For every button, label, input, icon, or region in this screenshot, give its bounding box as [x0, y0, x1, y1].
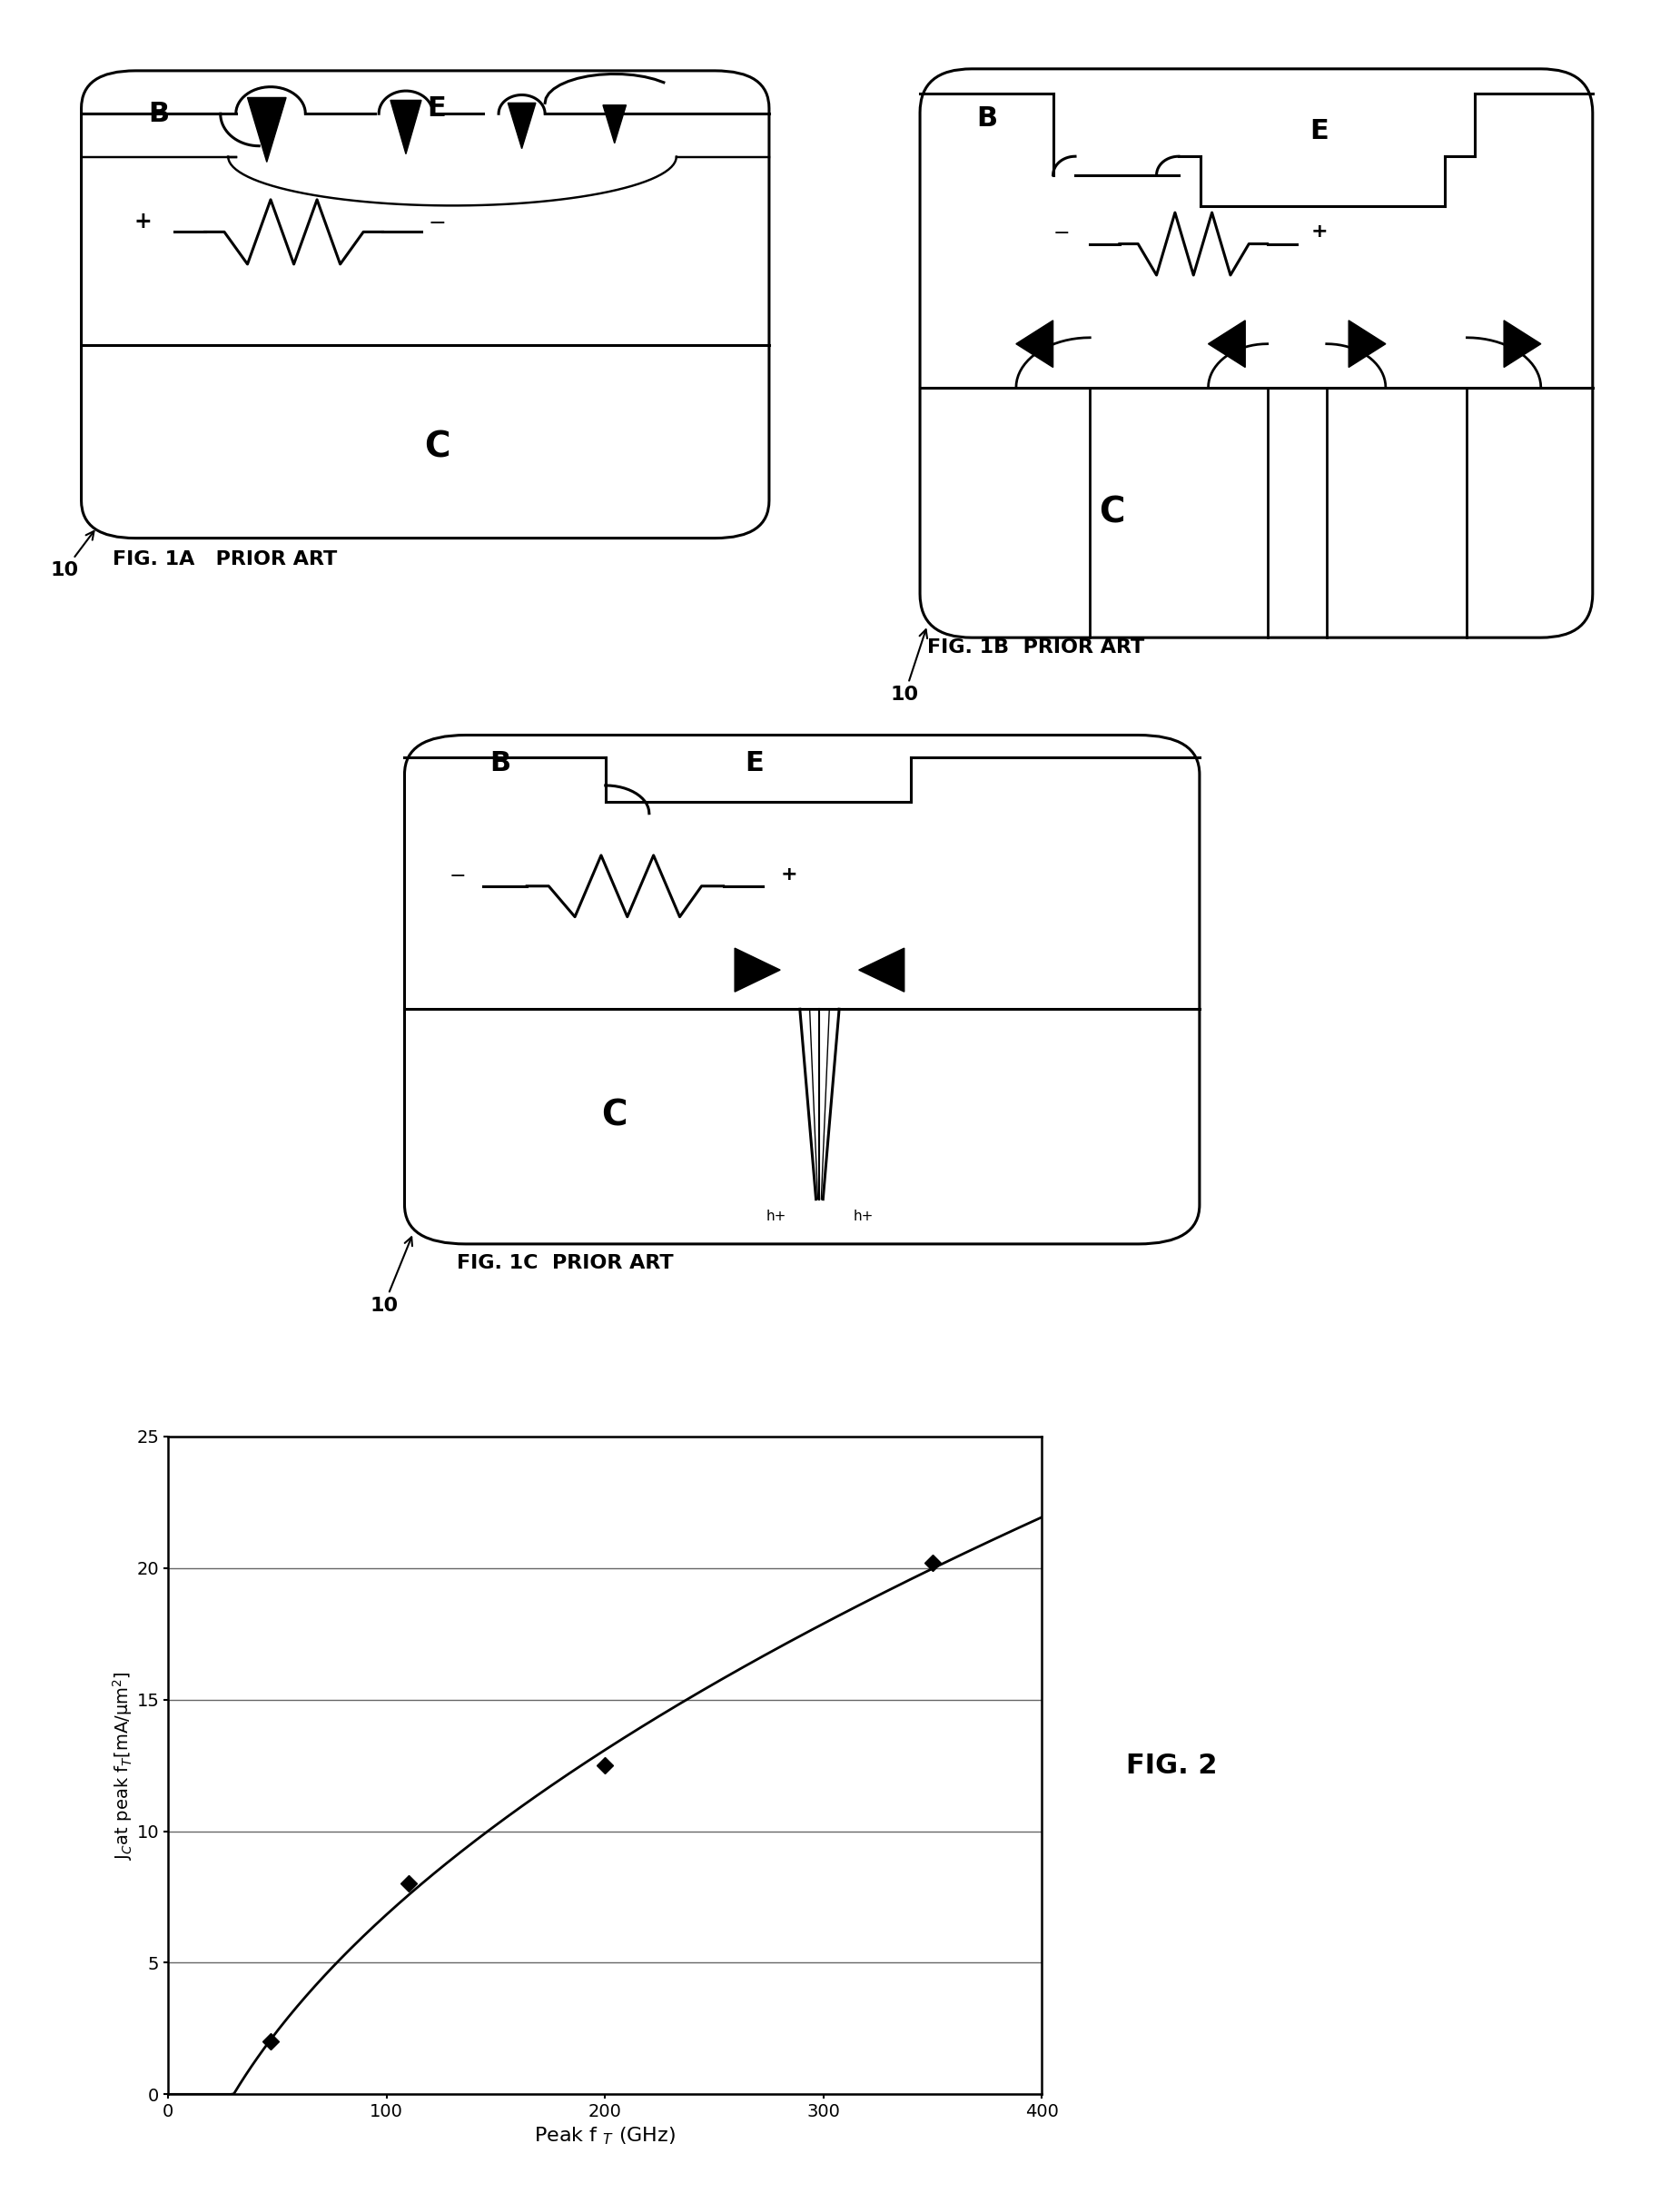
FancyBboxPatch shape	[81, 70, 769, 537]
Text: FIG. 2: FIG. 2	[1126, 1752, 1216, 1779]
FancyBboxPatch shape	[921, 68, 1593, 638]
Text: E: E	[427, 94, 447, 121]
Text: $-$: $-$	[449, 866, 465, 884]
X-axis label: Peak f $_{T}$ (GHz): Peak f $_{T}$ (GHz)	[534, 2125, 675, 2147]
Text: h+: h+	[766, 1208, 786, 1224]
Polygon shape	[734, 947, 780, 991]
Text: +: +	[134, 211, 153, 232]
Text: B: B	[148, 101, 170, 127]
Polygon shape	[603, 105, 627, 143]
Y-axis label: J$_C$at peak f$_T$[mA/μm$^2$]: J$_C$at peak f$_T$[mA/μm$^2$]	[111, 1671, 134, 1860]
Polygon shape	[507, 103, 536, 149]
Text: FIG. 1C  PRIOR ART: FIG. 1C PRIOR ART	[457, 1254, 674, 1272]
Text: E: E	[1310, 118, 1329, 145]
Polygon shape	[1016, 320, 1053, 366]
Text: FIG. 1B  PRIOR ART: FIG. 1B PRIOR ART	[927, 638, 1144, 656]
Polygon shape	[1504, 320, 1541, 366]
Text: B: B	[491, 750, 511, 776]
Text: B: B	[976, 105, 996, 132]
Text: E: E	[744, 750, 763, 776]
Text: 10: 10	[50, 531, 94, 579]
Text: FIG. 1A   PRIOR ART: FIG. 1A PRIOR ART	[113, 550, 336, 568]
Polygon shape	[1208, 320, 1245, 366]
FancyBboxPatch shape	[405, 735, 1200, 1243]
Text: C: C	[423, 430, 450, 465]
Polygon shape	[1349, 320, 1386, 366]
Text: +: +	[1310, 221, 1327, 241]
Text: $-$: $-$	[1052, 221, 1068, 241]
Text: +: +	[781, 866, 798, 884]
Polygon shape	[247, 99, 286, 162]
Polygon shape	[858, 947, 904, 991]
Text: $-$: $-$	[428, 211, 445, 232]
Text: 10: 10	[890, 629, 927, 704]
Text: 10: 10	[370, 1237, 412, 1316]
Text: C: C	[1099, 496, 1126, 531]
Text: C: C	[601, 1099, 627, 1132]
Text: h+: h+	[853, 1208, 874, 1224]
Polygon shape	[390, 101, 422, 154]
